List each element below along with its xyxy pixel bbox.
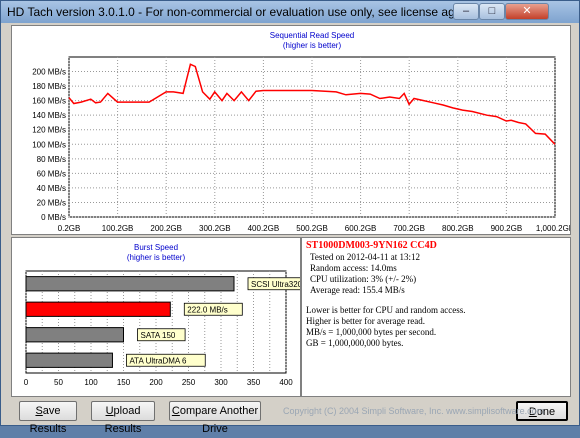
upload-results-button[interactable]: Upload Results xyxy=(91,401,155,435)
chart-title: Burst Speed xyxy=(134,243,178,252)
sequential-read-chart: Sequential Read Speed(higher is better) 0… xyxy=(32,31,574,233)
bar-label-box xyxy=(137,328,186,342)
x-tick-label: 0.2GB xyxy=(58,224,81,233)
bar-label-box xyxy=(183,302,243,316)
maximize-button[interactable]: □ xyxy=(479,3,505,20)
sequential-read-panel: Sequential Read Speed (higher is better) 0… xyxy=(11,25,574,235)
x-tick-label: 400 xyxy=(279,378,293,387)
y-tick-label: 180 MB/s xyxy=(32,82,66,91)
y-tick-label: 100 MB/s xyxy=(32,140,66,149)
x-tick-label: 500.2GB xyxy=(296,224,328,233)
x-tick-label: 700.2GB xyxy=(393,224,425,233)
y-tick-label: 0 MB/s xyxy=(41,213,66,222)
chart-subtitle: (higher is better) xyxy=(127,253,186,262)
bar-label: ATA UltraDMA 6 xyxy=(129,356,187,365)
title-bar[interactable]: HD Tach version 3.0.1.0 - For non-commer… xyxy=(1,1,579,23)
maximize-icon: □ xyxy=(488,5,496,17)
copyright-text: Copyright (C) 2004 Simpli Software, Inc.… xyxy=(283,406,545,416)
y-tick-label: 60 MB/s xyxy=(37,169,66,178)
x-tick-label: 300 xyxy=(214,378,228,387)
burst-bar xyxy=(25,327,124,343)
note-line: Lower is better for CPU and random acces… xyxy=(306,305,466,315)
x-tick-label: 100 xyxy=(84,378,98,387)
note-line: GB = 1,000,000,000 bytes. xyxy=(306,338,404,348)
bar-label: SATA 150 xyxy=(141,331,176,340)
x-tick-label: 200 xyxy=(149,378,163,387)
x-tick-label: 600.2GB xyxy=(345,224,377,233)
x-tick-label: 300.2GB xyxy=(199,224,231,233)
burst-bar xyxy=(25,301,171,317)
compare-another-drive-button[interactable]: Compare Another Drive xyxy=(169,401,261,435)
plot-area xyxy=(68,56,556,218)
save-results-button[interactable]: Save Results xyxy=(19,401,77,435)
minimize-icon: – xyxy=(462,5,470,17)
read-speed-line xyxy=(68,63,556,145)
y-tick-label: 160 MB/s xyxy=(32,97,66,106)
x-tick-label: 200.2GB xyxy=(150,224,182,233)
x-tick-label: 150 xyxy=(117,378,131,387)
x-tick-label: 50 xyxy=(54,378,63,387)
random-access: Random access: 14.0ms xyxy=(310,263,397,273)
burst-bar xyxy=(25,276,235,292)
minimize-button[interactable]: – xyxy=(453,3,479,20)
y-tick-label: 120 MB/s xyxy=(32,126,66,135)
y-tick-label: 40 MB/s xyxy=(37,184,66,193)
drive-model: ST1000DM003-9YN162 CC4D xyxy=(306,240,437,251)
chart-subtitle: (higher is better) xyxy=(283,41,342,50)
chart-title: Sequential Read Speed xyxy=(270,31,355,40)
close-button[interactable]: ✕ xyxy=(505,3,549,20)
x-tick-label: 250 xyxy=(182,378,196,387)
y-tick-label: 20 MB/s xyxy=(37,198,66,207)
drive-info-panel: ST1000DM003-9YN162 CC4D Tested on 2012-0… xyxy=(301,237,571,397)
x-tick-label: 400.2GB xyxy=(248,224,280,233)
burst-speed-panel: Burst Speed (higher is better) 0 50 100 150 20… xyxy=(11,237,322,397)
y-tick-label: 140 MB/s xyxy=(32,111,66,120)
cpu-utilization: CPU utilization: 3% (+/- 2%) xyxy=(310,274,417,284)
y-tick-label: 200 MB/s xyxy=(32,68,66,77)
window-title: HD Tach version 3.0.1.0 - For non-commer… xyxy=(7,5,503,19)
x-tick-label: 100.2GB xyxy=(102,224,134,233)
burst-bar xyxy=(25,352,113,368)
tested-date: Tested on 2012-04-11 at 13:12 xyxy=(310,252,421,262)
close-icon: ✕ xyxy=(522,5,532,17)
x-tick-label: 0 xyxy=(24,378,29,387)
bar-label: 222.0 MB/s xyxy=(187,305,227,314)
x-tick-label: 350 xyxy=(247,378,261,387)
burst-speed-chart: Burst Speed(higher is better) 0 50 100 150 20… xyxy=(24,243,322,387)
average-read: Average read: 155.4 MB/s xyxy=(310,285,405,295)
done-button[interactable]: Done xyxy=(516,401,568,421)
note-line: Higher is better for average read. xyxy=(306,316,425,326)
x-tick-label: 900.2GB xyxy=(491,224,523,233)
y-tick-label: 80 MB/s xyxy=(37,155,66,164)
bar-label: SCSI Ultra320 xyxy=(251,280,300,289)
x-tick-label: 1,000.2GB xyxy=(536,224,570,233)
note-line: MB/s = 1,000,000 bytes per second. xyxy=(306,327,437,337)
x-tick-label: 800.2GB xyxy=(442,224,474,233)
bar-label-box xyxy=(126,353,206,367)
